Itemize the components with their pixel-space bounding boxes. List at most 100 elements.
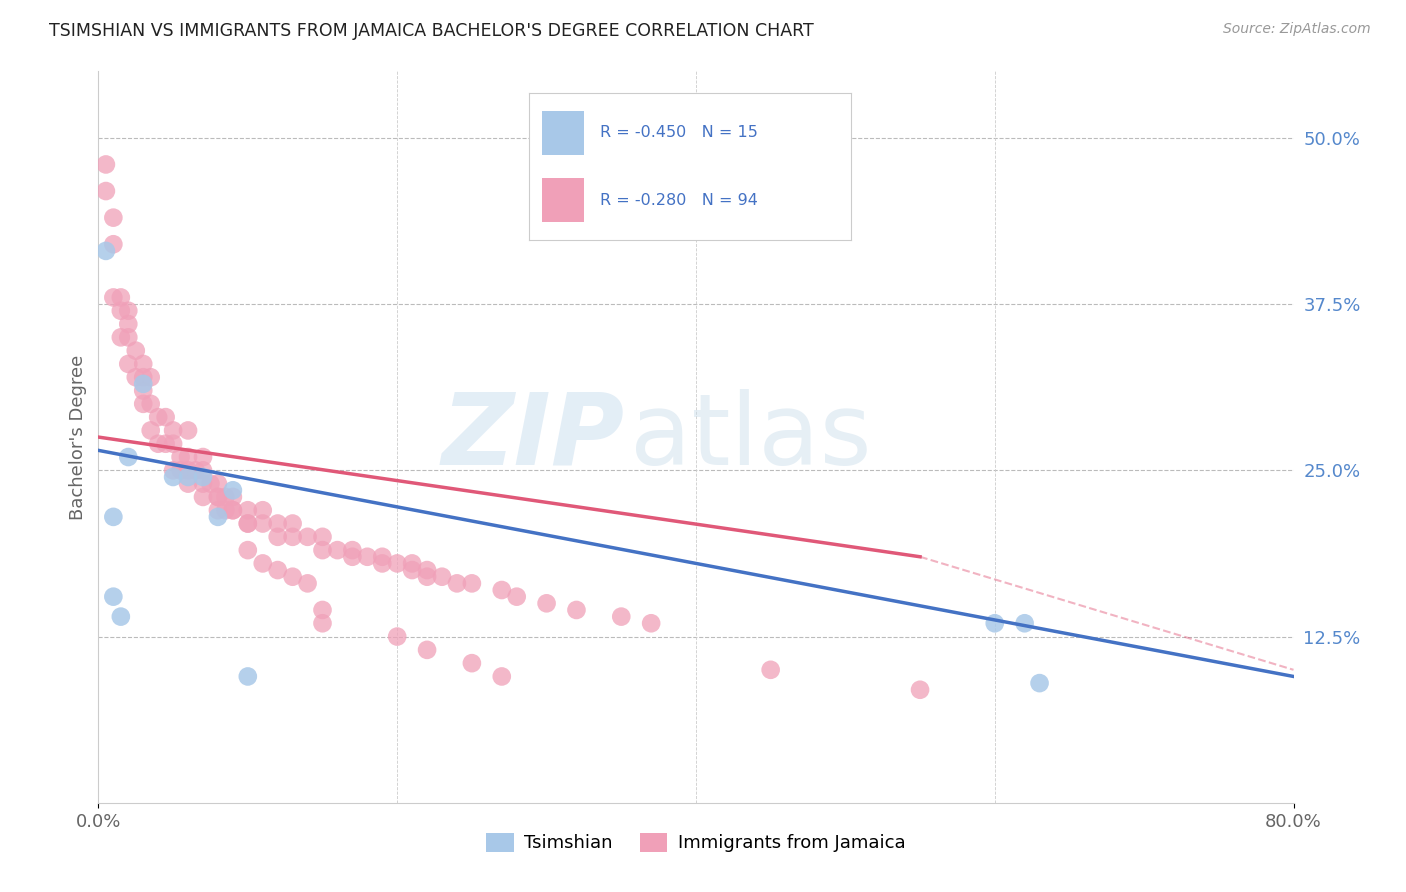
Point — [169, 450, 191, 464]
Point — [139, 397, 162, 411]
Point — [356, 549, 378, 564]
Point — [191, 476, 214, 491]
Point — [162, 463, 184, 477]
Point — [103, 509, 125, 524]
Point — [326, 543, 349, 558]
Point — [125, 370, 148, 384]
Point — [984, 616, 1007, 631]
Point — [155, 436, 177, 450]
Point — [125, 343, 148, 358]
Point — [297, 530, 319, 544]
Point — [155, 410, 177, 425]
Point — [94, 184, 117, 198]
Point — [117, 303, 139, 318]
Point — [132, 357, 155, 371]
Point — [401, 557, 423, 571]
Point — [222, 503, 245, 517]
Point — [759, 663, 782, 677]
Point — [207, 490, 229, 504]
Point — [311, 530, 333, 544]
Point — [252, 557, 274, 571]
Point — [117, 450, 139, 464]
Point — [200, 476, 222, 491]
Point — [103, 290, 125, 304]
Point — [191, 450, 214, 464]
Point — [139, 370, 162, 384]
Point — [103, 211, 125, 225]
Point — [461, 656, 484, 670]
Point — [401, 563, 423, 577]
Point — [1014, 616, 1036, 631]
Y-axis label: Bachelor's Degree: Bachelor's Degree — [69, 354, 87, 520]
Text: atlas: atlas — [630, 389, 872, 485]
Point — [491, 582, 513, 597]
Point — [281, 516, 304, 531]
Point — [1028, 676, 1050, 690]
Point — [132, 376, 155, 391]
Point — [236, 516, 259, 531]
Point — [236, 669, 259, 683]
Point — [207, 509, 229, 524]
Point — [214, 503, 236, 517]
Point — [491, 669, 513, 683]
Point — [908, 682, 931, 697]
Point — [267, 563, 290, 577]
Point — [640, 616, 662, 631]
Point — [430, 570, 453, 584]
Point — [222, 483, 245, 498]
Point — [110, 290, 132, 304]
Point — [342, 543, 364, 558]
Point — [267, 516, 290, 531]
Point — [506, 590, 529, 604]
Point — [177, 470, 200, 484]
Point — [177, 463, 200, 477]
Point — [222, 490, 245, 504]
Point — [565, 603, 588, 617]
Point — [117, 357, 139, 371]
Point — [416, 570, 439, 584]
Point — [139, 424, 162, 438]
Point — [416, 643, 439, 657]
Point — [191, 470, 214, 484]
Point — [169, 463, 191, 477]
Point — [94, 157, 117, 171]
Point — [311, 616, 333, 631]
Point — [214, 490, 236, 504]
Point — [371, 549, 394, 564]
Point — [536, 596, 558, 610]
Point — [132, 384, 155, 398]
Point — [177, 424, 200, 438]
Point — [110, 330, 132, 344]
Point — [103, 590, 125, 604]
Point — [311, 603, 333, 617]
Point — [132, 370, 155, 384]
Point — [148, 410, 170, 425]
Point — [94, 244, 117, 258]
Point — [117, 317, 139, 331]
Point — [385, 557, 409, 571]
Point — [371, 557, 394, 571]
Point — [252, 503, 274, 517]
Point — [311, 543, 333, 558]
Point — [177, 476, 200, 491]
Point — [281, 530, 304, 544]
Point — [177, 450, 200, 464]
Point — [252, 516, 274, 531]
Point — [191, 463, 214, 477]
Point — [191, 490, 214, 504]
Point — [110, 303, 132, 318]
Point — [162, 424, 184, 438]
Point — [281, 570, 304, 584]
Point — [184, 463, 207, 477]
Point — [236, 543, 259, 558]
Point — [117, 330, 139, 344]
Point — [162, 436, 184, 450]
Point — [342, 549, 364, 564]
Point — [461, 576, 484, 591]
Point — [148, 436, 170, 450]
Point — [110, 609, 132, 624]
Point — [162, 470, 184, 484]
Point — [207, 476, 229, 491]
Point — [297, 576, 319, 591]
Point — [236, 516, 259, 531]
